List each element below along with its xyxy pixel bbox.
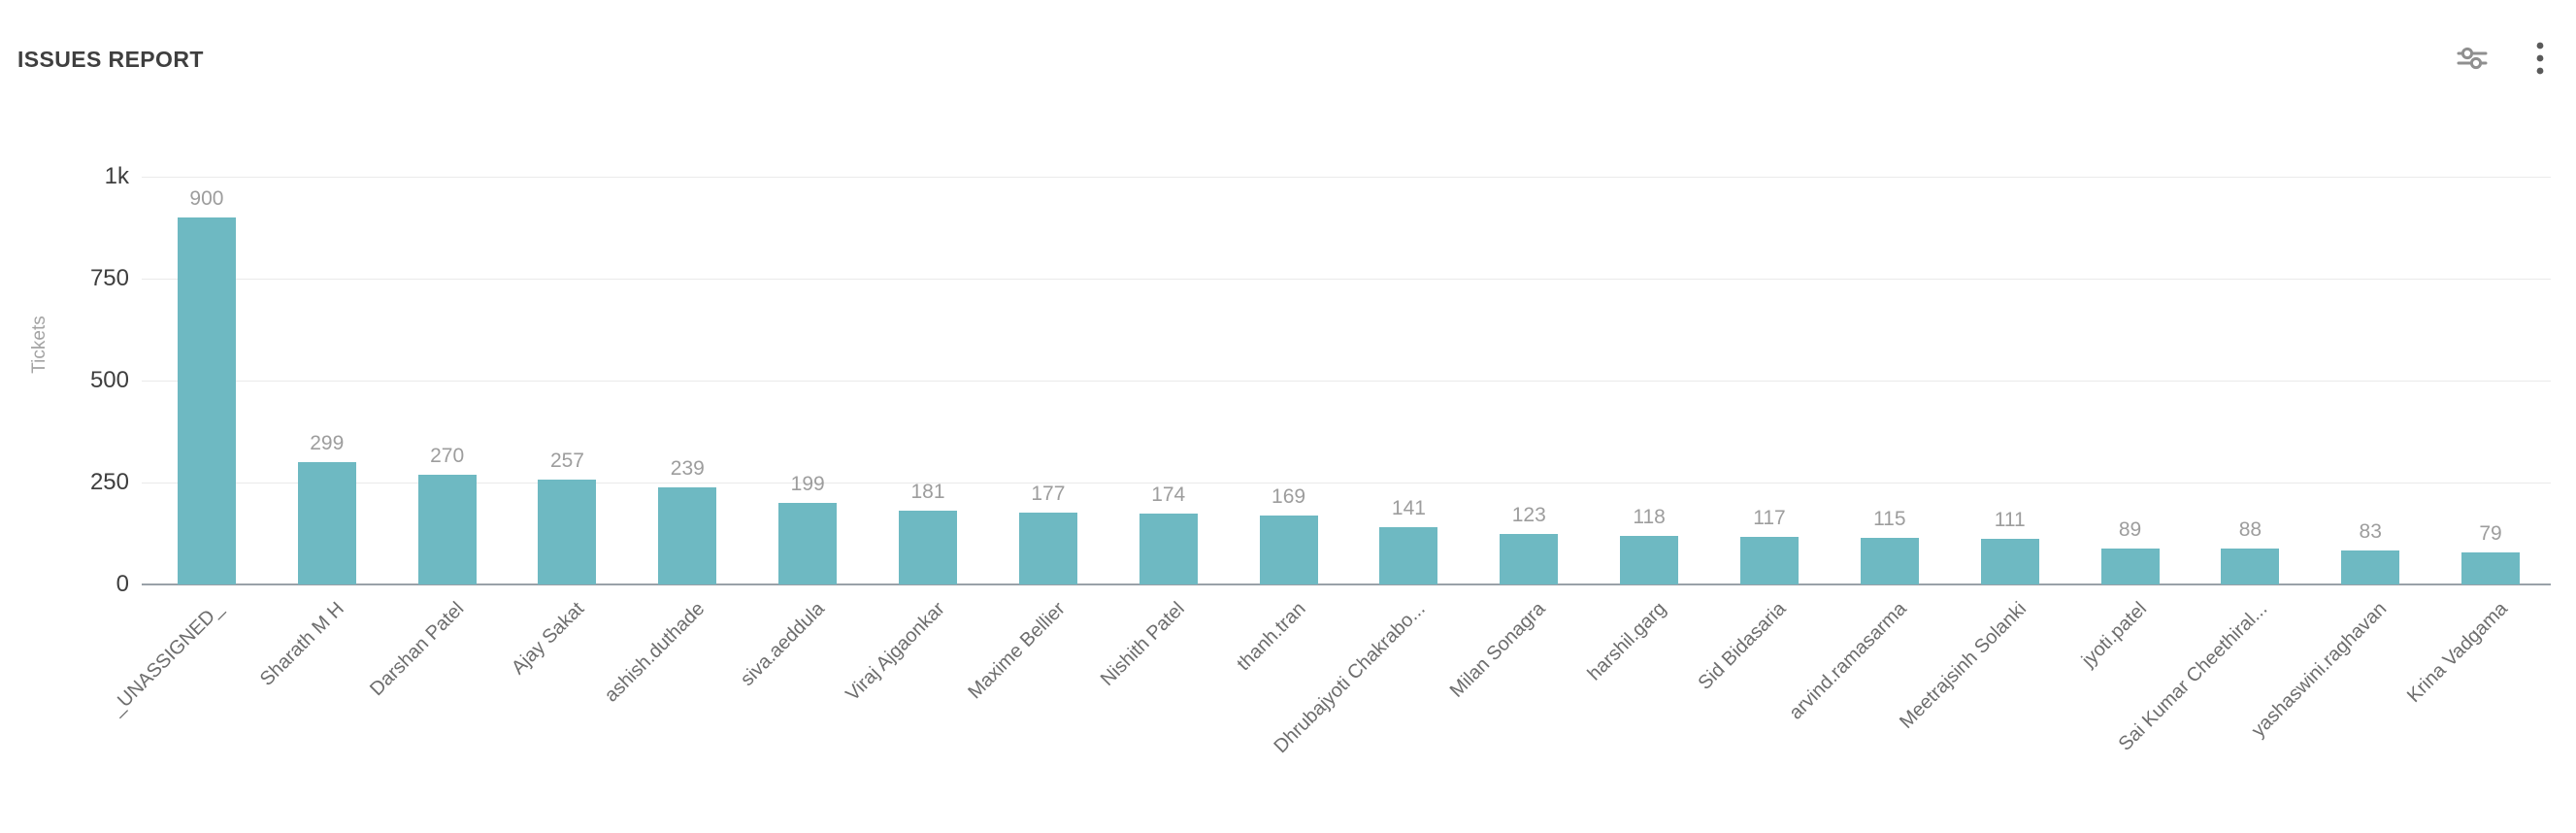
x-axis-label: Darshan Patel [365,598,469,701]
bar-value-label: 257 [549,450,584,473]
bar-value-label: 79 [2479,521,2502,545]
kebab-menu-icon [2535,39,2545,81]
bar[interactable] [2221,549,2280,584]
bar-value-label: 299 [310,432,345,455]
bar-value-label: 118 [1633,506,1666,529]
x-axis-label: Maxime Bellier [964,598,1070,704]
gridline [142,177,2551,178]
bar-value-label: 199 [790,473,825,496]
bar[interactable] [1379,526,1438,584]
bar[interactable] [1139,513,1198,584]
header-actions [2452,39,2560,80]
bar-value-label: 177 [1031,482,1066,505]
x-axis-label: ashish.duthade [600,598,709,707]
bar-value-label: 111 [1994,509,2026,532]
bar[interactable] [899,510,958,584]
bar-value-label: 89 [2118,517,2142,541]
x-axis-label: Sharath M H [255,598,348,690]
chart-settings-button[interactable] [2452,39,2493,80]
bar-value-label: 123 [1511,504,1546,527]
x-axis-label: Ajay Sakat [507,598,589,680]
x-axis-label: Krina Vadgama [2402,598,2512,707]
bar-value-label: 83 [2359,520,2382,544]
bar[interactable] [1860,537,1919,584]
bar[interactable] [658,486,717,584]
bar[interactable] [2100,548,2160,584]
bar[interactable] [417,474,477,584]
bar[interactable] [1620,536,1679,584]
more-options-button[interactable] [2520,39,2560,80]
x-axis-label: harshil.garg [1583,598,1670,685]
bar[interactable] [1980,539,2039,584]
bar-value-label: 117 [1753,506,1786,529]
bar[interactable] [1259,516,1318,584]
bar[interactable] [538,480,597,584]
x-axis-label: Meetrajsinh Solanki [1896,598,2031,733]
y-tick-label: 250 [89,469,129,495]
bar[interactable] [778,503,838,584]
bar-value-label: 88 [2238,518,2262,542]
gridline [142,381,2551,382]
y-tick-label: 1k [104,163,129,189]
x-axis-label: Sid Bidasaria [1694,598,1791,694]
bar-value-label: 239 [670,456,705,480]
x-axis-label: yashaswini.raghavan [2248,598,2392,742]
x-axis-label: thanh.tran [1232,598,1310,676]
x-axis-label: siva.aeddula [736,598,829,690]
x-axis-label: jyoti.patel [2077,598,2152,672]
bar-value-label: 270 [430,444,465,467]
bar[interactable] [1018,512,1077,584]
bar-value-label: 900 [189,187,224,210]
bar-value-label: 174 [1151,483,1186,506]
x-axis-label: arvind.ramasarma [1784,598,1911,724]
x-axis-label: _UNASSIGNED_ [106,598,228,719]
chart-title: ISSUES REPORT [17,47,204,72]
bar[interactable] [2461,551,2521,584]
x-axis-label: Viraj Ajgaonkar [842,598,949,706]
bar-value-label: 181 [910,480,945,503]
bar-value-label: 115 [1873,507,1906,530]
bar-value-label: 141 [1391,496,1426,519]
x-axis-label: Milan Sonagra [1446,598,1550,702]
filter-sliders-icon [2456,42,2489,78]
bar[interactable] [1739,536,1799,584]
bar[interactable] [1500,534,1559,584]
y-tick-label: 500 [89,367,129,393]
x-axis-label: Nishith Patel [1097,598,1190,690]
bar[interactable] [177,217,236,584]
y-tick-label: 0 [116,571,129,597]
bar[interactable] [297,462,356,584]
gridline [142,279,2551,280]
y-tick-label: 750 [89,265,129,291]
bar-value-label: 169 [1271,485,1306,509]
x-axis-line [142,583,2551,585]
bar[interactable] [2341,550,2400,584]
